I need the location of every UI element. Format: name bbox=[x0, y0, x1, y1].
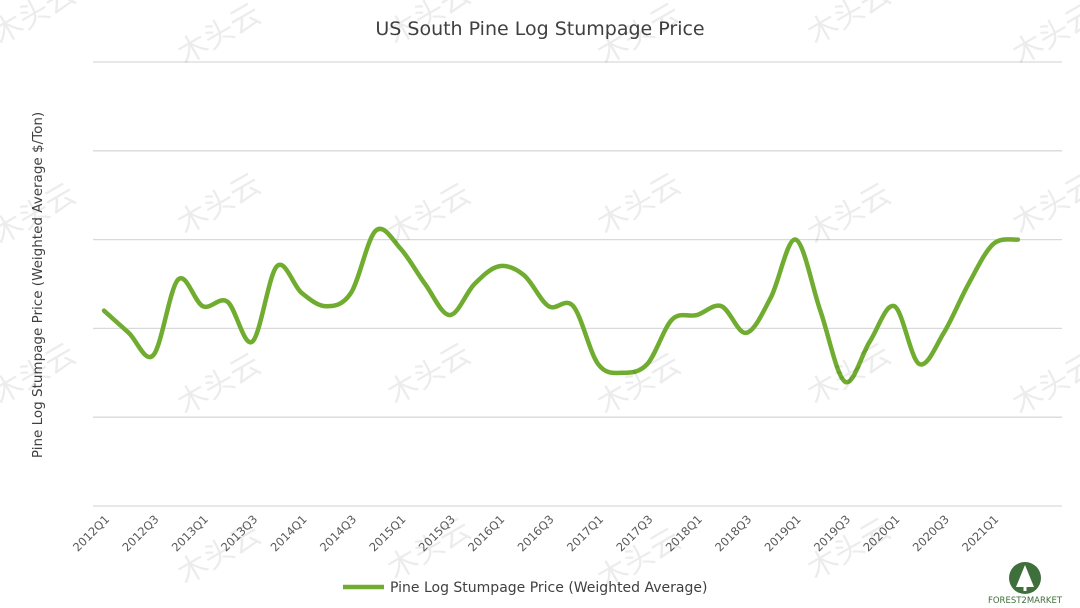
logo-text: FOREST2MARKET bbox=[988, 596, 1063, 606]
watermark-text: 木头云 bbox=[1007, 347, 1080, 422]
watermark-text: 木头云 bbox=[172, 347, 267, 422]
legend-label: Pine Log Stumpage Price (Weighted Averag… bbox=[390, 580, 707, 596]
badge-icon bbox=[14, 576, 34, 596]
watermark-text: 木头云 bbox=[802, 177, 897, 252]
chart-title: US South Pine Log Stumpage Price bbox=[375, 18, 704, 40]
watermark-text: 木头云 bbox=[1007, 167, 1080, 242]
series-layer bbox=[101, 226, 1021, 385]
x-tick-label: 2017Q1 bbox=[564, 512, 606, 554]
corner-badge: 大数跨境 bbox=[14, 576, 120, 598]
x-tick-label: 2012Q3 bbox=[119, 512, 161, 554]
series-line bbox=[101, 226, 1021, 385]
watermark-text: 木头云 bbox=[802, 0, 897, 52]
watermark-text: 木头云 bbox=[592, 347, 687, 422]
y-axis-label: Pine Log Stumpage Price (Weighted Averag… bbox=[30, 112, 46, 458]
watermark-text: 木头云 bbox=[0, 0, 82, 52]
tree-icon bbox=[1016, 565, 1034, 587]
x-tick-label: 2020Q3 bbox=[910, 512, 952, 554]
watermark-text: 木头云 bbox=[382, 177, 477, 252]
x-tick-label: 2018Q3 bbox=[712, 512, 754, 554]
watermark-text: 木头云 bbox=[172, 167, 267, 242]
tree-trunk-icon bbox=[1023, 586, 1027, 591]
forest2market-logo: FOREST2MARKET bbox=[988, 562, 1063, 606]
legend: Pine Log Stumpage Price (Weighted Averag… bbox=[343, 580, 707, 596]
watermark-text: 木头云 bbox=[592, 167, 687, 242]
x-tick-label: 2012Q1 bbox=[70, 512, 112, 554]
watermark-text: 木头云 bbox=[1007, 0, 1080, 72]
x-tick-label: 2014Q1 bbox=[268, 512, 310, 554]
watermark-text: 木头云 bbox=[802, 337, 897, 412]
corner-badge-text: 大数跨境 bbox=[52, 578, 120, 598]
watermark-text: 木头云 bbox=[172, 0, 267, 72]
gridlines bbox=[93, 61, 1062, 507]
x-tick-label: 2014Q3 bbox=[317, 512, 359, 554]
x-tick-label: 2019Q1 bbox=[762, 512, 804, 554]
watermark-text: 木头云 bbox=[382, 337, 477, 412]
x-tick-label: 2016Q3 bbox=[515, 512, 557, 554]
x-tick-label: 2021Q1 bbox=[959, 512, 1001, 554]
